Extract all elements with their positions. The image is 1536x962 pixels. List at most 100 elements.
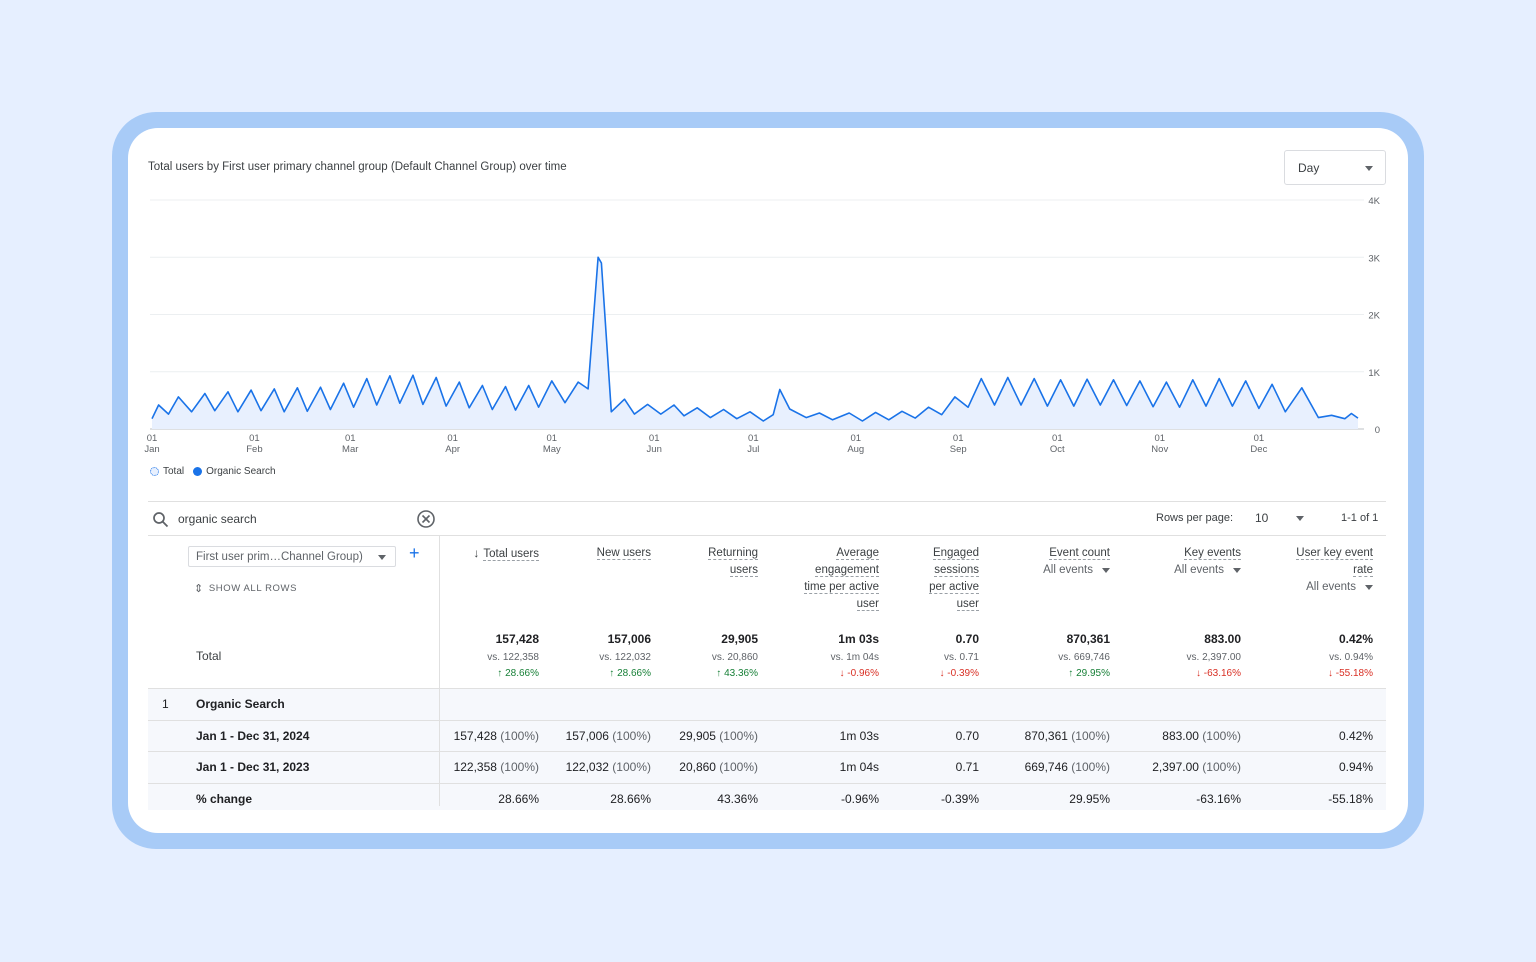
change-value: ↓ -0.96% <box>839 668 879 679</box>
table-cell: 1m 03s <box>759 729 879 743</box>
event-filter-select[interactable]: All events <box>1253 579 1373 596</box>
table-row <box>148 720 1386 752</box>
cell-percent: (100%) <box>608 729 651 743</box>
event-filter-select[interactable]: All events <box>1000 562 1110 579</box>
comparison-value: vs. 1m 04s <box>830 652 879 663</box>
column-header[interactable]: ↓ Total users <box>409 545 539 563</box>
total-cell: 870,361 vs. 669,746 ↑ 29.95% <box>1000 632 1110 679</box>
legend-item-organic-search[interactable]: Organic Search <box>193 466 276 477</box>
event-filter-label: All events <box>1306 581 1356 593</box>
cell-percent: (100%) <box>608 760 651 774</box>
row-label: % change <box>196 792 253 806</box>
period-select-value: Day <box>1298 161 1320 175</box>
cell-percent: (100%) <box>1067 729 1110 743</box>
column-header-text: Total users <box>483 548 539 561</box>
rows-per-page-select[interactable]: 10 <box>1255 511 1269 525</box>
cell-value: 157,006 <box>565 729 609 743</box>
cell-percent: (100%) <box>496 760 539 774</box>
add-dimension-button[interactable]: + <box>409 543 420 563</box>
table-cell: -0.96% <box>759 792 879 806</box>
cell-percent: (100%) <box>1198 729 1241 743</box>
x-tick-label: 01 <box>1052 433 1063 444</box>
column-header[interactable]: Key events All events <box>1131 545 1241 579</box>
comparison-value: vs. 669,746 <box>1058 652 1110 663</box>
change-value: ↓ -55.18% <box>1327 668 1373 679</box>
y-tick-label: 2K <box>1368 311 1380 322</box>
period-select[interactable]: Day <box>1284 150 1386 185</box>
event-filter-select[interactable]: All events <box>1131 562 1241 579</box>
sort-arrow-icon[interactable]: ↓ <box>473 546 480 560</box>
table-cell: -0.39% <box>879 792 979 806</box>
table-cell: 29,905 (100%) <box>658 729 758 743</box>
x-tick-label: Mar <box>342 444 358 455</box>
cell-value: 0.70 <box>955 729 979 743</box>
cell-percent: (100%) <box>715 729 758 743</box>
cell-value: 669,746 <box>1024 760 1068 774</box>
column-header-line: Returning <box>658 545 758 562</box>
x-tick-label: 01 <box>249 433 260 444</box>
column-divider <box>439 536 440 806</box>
total-value: 870,361 <box>1066 632 1110 646</box>
change-value: ↓ -0.39% <box>939 668 979 679</box>
comparison-value: vs. 122,358 <box>487 652 539 663</box>
cell-percent: (100%) <box>715 760 758 774</box>
clear-search-icon[interactable] <box>416 509 436 529</box>
x-tick-label: 01 <box>1154 433 1165 444</box>
legend-label: Organic Search <box>206 466 276 477</box>
column-header-text: Key events <box>1184 547 1241 560</box>
search-input[interactable]: organic search <box>178 512 257 526</box>
x-tick-label: Sep <box>950 444 967 455</box>
column-header[interactable]: Returning users <box>658 545 758 579</box>
chart-title: Total users by First user primary channe… <box>148 161 567 173</box>
column-header-line: User key event <box>1253 545 1373 562</box>
divider <box>148 535 1386 536</box>
total-cell: 0.70 vs. 0.71 ↓ -0.39% <box>879 632 979 679</box>
show-all-rows-button[interactable]: ⇕ SHOW ALL ROWS <box>194 582 297 595</box>
cell-value: 29,905 <box>679 729 716 743</box>
table-cell: 122,032 (100%) <box>541 760 651 774</box>
total-value: 0.70 <box>955 632 979 646</box>
column-header-line: rate <box>1253 562 1373 579</box>
column-header-line: Event count <box>1000 545 1110 562</box>
table-cell: 28.66% <box>541 792 651 806</box>
cell-value: 28.66% <box>610 792 651 806</box>
legend-item-total[interactable]: Total <box>150 466 184 477</box>
table-cell: 43.36% <box>658 792 758 806</box>
x-tick-label: 01 <box>547 433 558 444</box>
table-cell: -63.16% <box>1131 792 1241 806</box>
column-header-text: engagement <box>815 564 879 577</box>
caret-down-icon <box>1102 568 1110 573</box>
comparison-value: vs. 0.71 <box>943 652 979 663</box>
table-cell: 870,361 (100%) <box>1000 729 1110 743</box>
column-header-line: engagement <box>759 562 879 579</box>
cell-percent: (100%) <box>1067 760 1110 774</box>
column-header-line: user <box>879 596 979 613</box>
cell-value: 0.71 <box>955 760 979 774</box>
legend-dot-icon <box>193 467 203 476</box>
cell-percent: (100%) <box>1198 760 1241 774</box>
x-tick-label: Oct <box>1050 444 1065 455</box>
caret-down-icon[interactable] <box>1296 516 1304 521</box>
cell-value: -63.16% <box>1196 792 1241 806</box>
comparison-value: vs. 20,860 <box>711 652 758 663</box>
cell-value: 20,860 <box>679 760 716 774</box>
column-header[interactable]: Event count All events <box>1000 545 1110 579</box>
column-header-text: Event count <box>1049 547 1110 560</box>
column-divider <box>439 688 440 806</box>
show-all-rows-label: SHOW ALL ROWS <box>208 583 298 594</box>
column-header-text: users <box>729 564 758 577</box>
y-tick-label: 1K <box>1368 368 1380 379</box>
event-filter-label: All events <box>1043 564 1093 576</box>
dimension-select[interactable]: First user prim…Channel Group) <box>188 546 396 567</box>
column-header[interactable]: New users <box>541 545 651 562</box>
comparison-value: vs. 0.94% <box>1329 652 1373 663</box>
column-header[interactable]: Average engagement time per active user <box>759 545 879 613</box>
column-header[interactable]: Engaged sessions per active user <box>879 545 979 613</box>
cell-value: 0.94% <box>1338 760 1373 774</box>
total-cell: 157,006 vs. 122,032 ↑ 28.66% <box>541 632 651 679</box>
table-cell: 669,746 (100%) <box>1000 760 1110 774</box>
x-tick-label: Apr <box>445 444 460 455</box>
column-header-line: sessions <box>879 562 979 579</box>
caret-down-icon <box>1233 568 1241 573</box>
column-header[interactable]: User key event rate All events <box>1253 545 1373 596</box>
